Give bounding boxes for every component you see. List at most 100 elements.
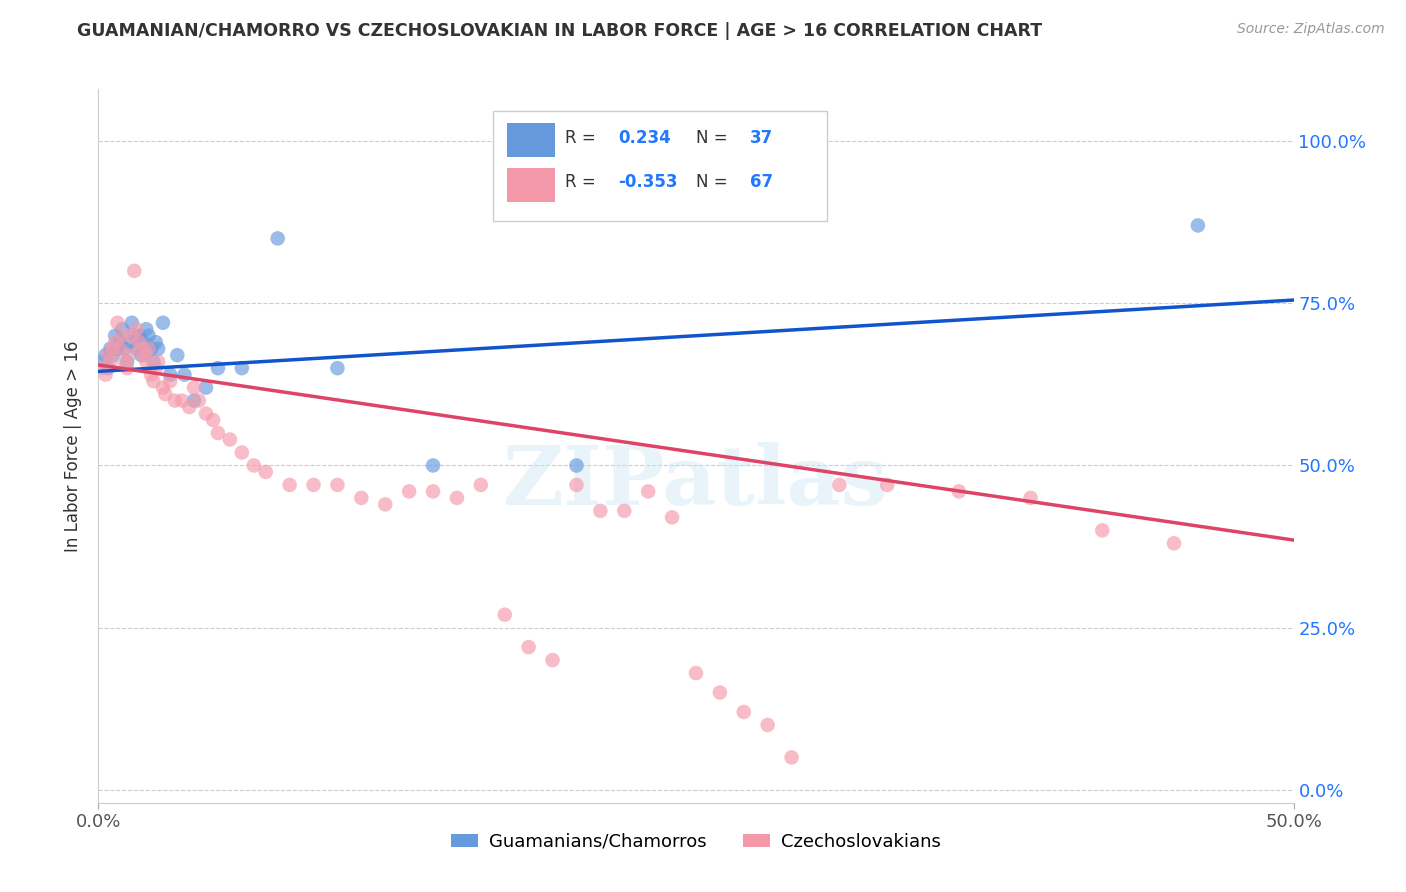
Point <box>97 361 120 376</box>
Point <box>138 328 160 343</box>
Point <box>1019 491 1042 505</box>
Point <box>121 316 143 330</box>
Text: 37: 37 <box>749 128 773 146</box>
Point <box>231 445 253 459</box>
Point <box>91 354 114 368</box>
Point <box>101 342 124 356</box>
Point <box>125 342 148 356</box>
Point <box>131 348 153 362</box>
Point <box>132 348 155 362</box>
Point <box>115 361 138 376</box>
Text: Source: ZipAtlas.com: Source: ZipAtlas.com <box>1237 22 1385 37</box>
Point <box>207 425 229 440</box>
Point <box>152 381 174 395</box>
Point <box>187 393 209 408</box>
Point <box>118 348 141 362</box>
Point <box>155 387 177 401</box>
Point <box>589 504 612 518</box>
Point <box>91 361 114 376</box>
Point <box>142 354 165 368</box>
Text: ZIPatlas: ZIPatlas <box>503 442 889 522</box>
FancyBboxPatch shape <box>508 123 555 157</box>
Point <box>98 354 122 368</box>
Point <box>709 685 731 699</box>
Point <box>231 361 253 376</box>
Text: R =: R = <box>565 173 600 191</box>
Point <box>326 478 349 492</box>
Point <box>145 335 167 350</box>
Point <box>278 478 301 492</box>
Point <box>107 316 129 330</box>
Point <box>685 666 707 681</box>
Point <box>195 407 218 421</box>
Point <box>159 368 181 382</box>
Point <box>118 335 141 350</box>
Point <box>135 354 157 368</box>
Point <box>104 335 127 350</box>
Point <box>517 640 540 654</box>
Point <box>541 653 564 667</box>
Point <box>159 374 181 388</box>
Text: GUAMANIAN/CHAMORRO VS CZECHOSLOVAKIAN IN LABOR FORCE | AGE > 16 CORRELATION CHAR: GUAMANIAN/CHAMORRO VS CZECHOSLOVAKIAN IN… <box>77 22 1042 40</box>
Point <box>948 484 970 499</box>
Point <box>350 491 373 505</box>
Text: N =: N = <box>696 173 733 191</box>
Point <box>124 264 146 278</box>
Point <box>115 354 138 368</box>
Point <box>148 354 170 368</box>
Point <box>114 354 136 368</box>
Point <box>876 478 898 492</box>
Point <box>108 342 131 356</box>
Text: 0.234: 0.234 <box>619 128 671 146</box>
Point <box>98 342 122 356</box>
Point <box>163 393 186 408</box>
Point <box>121 328 143 343</box>
Point <box>111 328 134 343</box>
Point <box>135 322 157 336</box>
Point <box>733 705 755 719</box>
Point <box>142 374 165 388</box>
Point <box>172 393 194 408</box>
Point <box>94 368 117 382</box>
Point <box>1091 524 1114 538</box>
Point <box>132 335 155 350</box>
Point <box>138 342 160 356</box>
Point <box>254 465 277 479</box>
Point <box>104 328 127 343</box>
Point <box>94 348 117 362</box>
Point <box>374 497 396 511</box>
Point <box>207 361 229 376</box>
Point <box>183 393 205 408</box>
Point <box>780 750 803 764</box>
Point <box>422 458 444 473</box>
Point <box>114 342 136 356</box>
Point <box>124 328 146 343</box>
Point <box>302 478 325 492</box>
Point <box>470 478 492 492</box>
Legend: Guamanians/Chamorros, Czechoslovakians: Guamanians/Chamorros, Czechoslovakians <box>444 826 948 858</box>
Point <box>101 348 124 362</box>
Point <box>1187 219 1209 233</box>
Point <box>139 342 162 356</box>
Point <box>139 368 162 382</box>
Point <box>565 458 588 473</box>
Point <box>828 478 851 492</box>
Point <box>183 381 205 395</box>
Text: R =: R = <box>565 128 600 146</box>
Point <box>202 413 225 427</box>
Text: 67: 67 <box>749 173 773 191</box>
Point <box>108 335 131 350</box>
Point <box>128 335 150 350</box>
Point <box>494 607 516 622</box>
FancyBboxPatch shape <box>494 111 828 221</box>
Point <box>97 348 120 362</box>
Point <box>173 368 195 382</box>
FancyBboxPatch shape <box>508 168 555 202</box>
Point <box>111 322 134 336</box>
Point <box>152 316 174 330</box>
Point <box>243 458 266 473</box>
Point <box>446 491 468 505</box>
Point <box>219 433 242 447</box>
Text: N =: N = <box>696 128 733 146</box>
Point <box>107 342 129 356</box>
